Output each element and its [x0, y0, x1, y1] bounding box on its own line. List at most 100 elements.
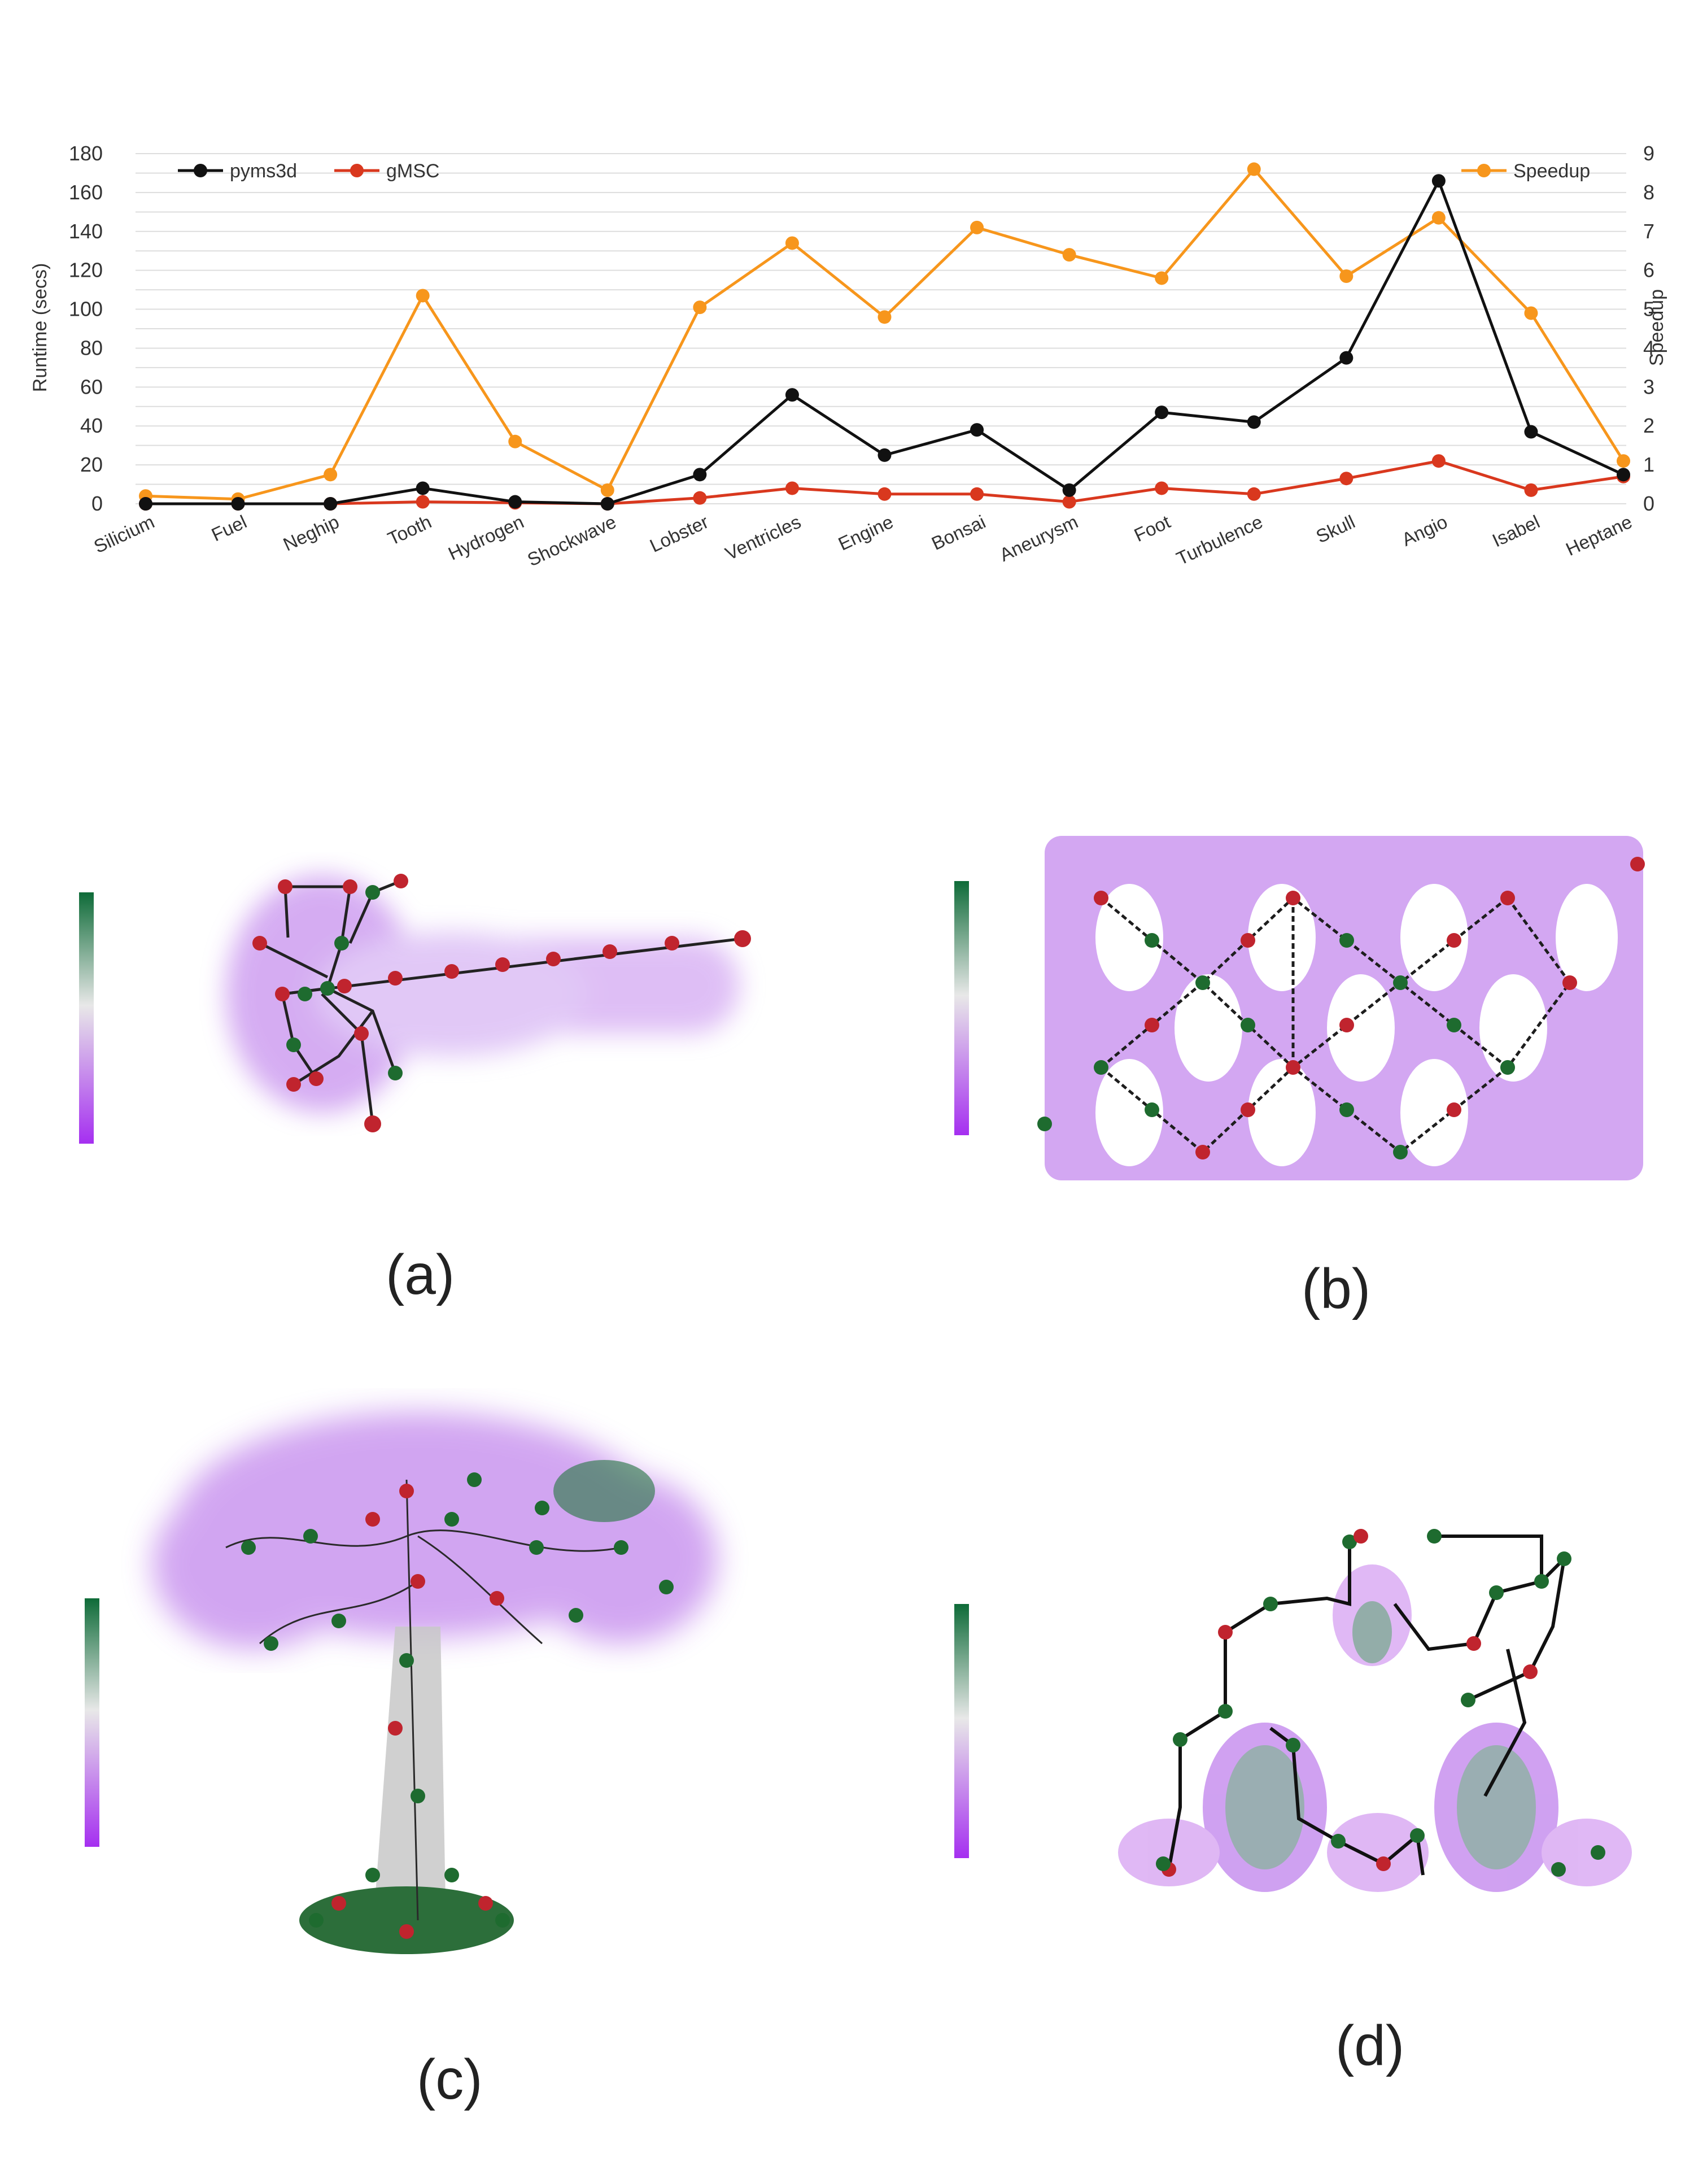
critical-point-node — [478, 1896, 493, 1911]
critical-point-node — [1195, 975, 1210, 990]
critical-point-node — [388, 1066, 403, 1080]
y-left-axis-label: Runtime (secs) — [29, 263, 51, 393]
x-tick-label: Lobster — [647, 511, 711, 556]
x-tick-label: Bonsai — [928, 511, 989, 554]
y-left-tick-label: 20 — [80, 453, 103, 476]
y-left-tick-label: 100 — [69, 298, 103, 321]
y-left-tick-label: 180 — [69, 142, 103, 165]
critical-point-node — [1461, 1693, 1475, 1707]
y-right-tick-label: 5 — [1643, 298, 1654, 321]
data-point-pyms3d — [324, 497, 338, 511]
critical-point-node — [252, 936, 267, 951]
legend-label: Speedup — [1513, 160, 1590, 182]
critical-point-node — [365, 1868, 380, 1882]
data-point-pyms3d — [1062, 483, 1076, 497]
critical-point-node — [546, 952, 561, 966]
critical-point-node — [1500, 1060, 1515, 1075]
critical-point-node — [1156, 1856, 1171, 1871]
critical-point-node — [298, 987, 312, 1001]
critical-point-node — [286, 1077, 301, 1092]
data-point-pyms3d — [139, 497, 152, 511]
critical-point-node — [303, 1529, 318, 1544]
critical-point-node — [1500, 891, 1515, 905]
data-point-gmsc — [970, 487, 984, 501]
critical-point-node — [1218, 1704, 1233, 1719]
critical-point-node — [665, 936, 679, 951]
critical-point-node — [354, 1026, 369, 1041]
critical-point-node — [1410, 1828, 1425, 1843]
data-point-gmsc — [1524, 483, 1538, 497]
x-tick-label: Shockwave — [524, 511, 619, 570]
y-left-tick-label: 140 — [69, 220, 103, 243]
legend-label: pyms3d — [230, 160, 297, 182]
y-right-tick-label: 3 — [1643, 375, 1654, 398]
critical-point-node — [394, 874, 408, 888]
data-point-gmsc — [1062, 495, 1076, 509]
critical-point-node — [411, 1574, 425, 1589]
data-point-pyms3d — [693, 468, 707, 482]
critical-point-node — [275, 987, 290, 1001]
x-tick-label: Aneurysm — [996, 511, 1081, 565]
data-point-pyms3d — [1524, 425, 1538, 439]
critical-point-node — [1286, 1060, 1300, 1075]
data-point-pyms3d — [785, 388, 799, 402]
critical-point-node — [388, 971, 403, 986]
critical-point-node — [399, 1653, 414, 1668]
critical-point-node — [1145, 1018, 1159, 1032]
data-point-speedup — [324, 468, 338, 482]
critical-point-node — [1195, 1145, 1210, 1159]
critical-point-node — [1393, 1145, 1408, 1159]
critical-point-node — [1591, 1845, 1605, 1860]
y-left-tick-label: 0 — [91, 492, 103, 515]
data-point-speedup — [970, 220, 984, 234]
critical-point-node — [1393, 975, 1408, 990]
chart-grid: 0 20 40 60 80 100 120 140 160 180 0 1 2 3 4 5 6 7 8 9 Silici… — [69, 142, 1654, 570]
x-tick-label: Skull — [1313, 511, 1358, 547]
data-point-pyms3d — [231, 497, 245, 511]
critical-point-node — [535, 1501, 549, 1515]
y-right-tick-label: 2 — [1643, 414, 1654, 437]
data-point-pyms3d — [1155, 406, 1169, 420]
data-point-gmsc — [693, 491, 707, 505]
critical-point-node — [399, 1484, 414, 1498]
critical-point-node — [444, 1868, 459, 1882]
critical-point-node — [495, 1913, 510, 1928]
critical-point-node — [1286, 1738, 1300, 1753]
data-point-speedup — [1062, 248, 1076, 262]
x-tick-label: Silicium — [90, 511, 158, 557]
data-point-speedup — [416, 289, 430, 303]
data-point-speedup — [1524, 306, 1538, 320]
critical-point-node — [1534, 1574, 1549, 1589]
x-tick-label: Angio — [1399, 511, 1451, 550]
y-left-tick-label: 60 — [80, 375, 103, 398]
panel-a-visualization — [79, 874, 751, 1144]
critical-point-node — [1630, 857, 1645, 871]
x-tick-label: Isabel — [1489, 511, 1543, 551]
critical-point-node — [1286, 891, 1300, 905]
critical-point-node — [1218, 1625, 1233, 1640]
legend-swatch-marker — [194, 164, 207, 177]
critical-point-node — [286, 1037, 301, 1052]
x-tick-label: Tooth — [385, 511, 435, 550]
critical-point-node — [1557, 1551, 1571, 1566]
critical-point-node — [1339, 1018, 1354, 1032]
critical-point-node — [1342, 1535, 1357, 1549]
critical-point-node — [1094, 1060, 1108, 1075]
critical-point-node — [343, 879, 357, 894]
legend-swatch-marker — [1477, 164, 1491, 177]
critical-point-node — [320, 981, 335, 996]
x-tick-label: Ventricles — [722, 511, 804, 564]
critical-point-node — [1354, 1529, 1368, 1544]
critical-point-node — [365, 1512, 380, 1527]
critical-point-node — [1427, 1529, 1442, 1544]
critical-point-node — [365, 885, 380, 900]
critical-point-node — [1339, 1102, 1354, 1117]
caption-a: (a) — [386, 1243, 455, 1306]
critical-point-node — [1376, 1856, 1391, 1871]
critical-point-node — [444, 964, 459, 979]
y-left-tick-label: 40 — [80, 414, 103, 437]
critical-point-node — [1447, 933, 1461, 948]
caption-c: (c) — [417, 2048, 483, 2111]
legend-label: gMSC — [386, 160, 439, 182]
critical-point-node — [444, 1512, 459, 1527]
